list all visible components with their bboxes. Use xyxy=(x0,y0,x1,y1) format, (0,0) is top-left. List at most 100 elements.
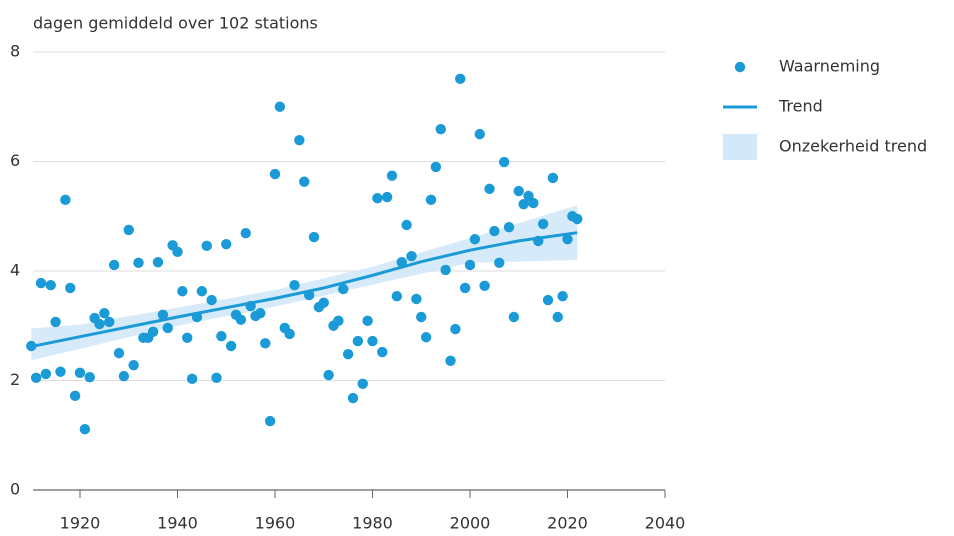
point xyxy=(196,286,208,297)
legend-label: Waarneming xyxy=(779,57,880,76)
x-tick-label: 1980 xyxy=(352,514,393,533)
point xyxy=(547,172,559,184)
point xyxy=(172,246,183,258)
point xyxy=(118,370,130,382)
point xyxy=(445,355,456,366)
point xyxy=(108,259,120,271)
point xyxy=(113,347,125,359)
point xyxy=(303,289,315,301)
y-tick-label: 6 xyxy=(10,151,20,170)
point xyxy=(489,225,500,237)
point xyxy=(221,238,232,250)
point xyxy=(386,170,398,181)
point xyxy=(245,300,256,312)
point xyxy=(162,322,173,334)
point xyxy=(225,340,237,352)
trend-line xyxy=(30,231,578,349)
point xyxy=(123,224,134,236)
point xyxy=(391,290,403,302)
uncertainty-band xyxy=(31,205,578,361)
point xyxy=(372,192,383,204)
y-tick-label: 0 xyxy=(10,480,20,499)
point xyxy=(177,286,188,297)
point xyxy=(274,101,286,112)
point xyxy=(26,340,37,352)
point xyxy=(74,367,86,379)
point xyxy=(294,134,305,146)
point xyxy=(342,349,354,360)
point xyxy=(284,328,295,340)
x-tick-label: 2040 xyxy=(645,514,686,533)
point xyxy=(50,316,61,328)
point xyxy=(128,359,139,371)
point xyxy=(508,311,520,323)
point xyxy=(572,213,583,225)
point xyxy=(347,392,359,404)
point xyxy=(518,199,529,210)
point xyxy=(157,309,169,320)
point xyxy=(65,282,76,294)
point xyxy=(60,194,71,206)
point xyxy=(55,366,66,377)
x-tick-label: 2020 xyxy=(547,514,588,533)
x-tick-label: 2000 xyxy=(450,514,491,533)
legend-label: Trend xyxy=(778,97,823,116)
y-tick-label: 4 xyxy=(10,261,20,280)
point xyxy=(182,332,193,343)
point xyxy=(352,335,364,347)
point xyxy=(469,234,481,245)
point xyxy=(206,294,217,306)
point xyxy=(401,219,412,231)
point xyxy=(240,228,251,239)
point xyxy=(494,257,505,268)
x-tick-label: 1940 xyxy=(157,514,198,533)
point xyxy=(357,378,368,389)
point xyxy=(104,316,115,328)
point xyxy=(557,290,568,302)
point xyxy=(479,280,490,291)
point xyxy=(152,257,164,268)
point xyxy=(440,264,451,276)
point xyxy=(533,235,544,247)
point xyxy=(69,390,81,402)
legend-marker xyxy=(734,61,746,73)
point xyxy=(333,315,344,327)
point xyxy=(255,307,266,319)
point xyxy=(406,251,417,262)
y-tick-label: 8 xyxy=(10,42,20,61)
x-tick-label: 1960 xyxy=(255,514,296,533)
point xyxy=(299,176,310,187)
point xyxy=(562,234,573,245)
point xyxy=(45,280,56,291)
point xyxy=(264,415,276,427)
point xyxy=(503,222,515,233)
point xyxy=(450,323,461,335)
point xyxy=(79,424,91,435)
point xyxy=(381,191,393,203)
point xyxy=(289,280,300,291)
x-tick-label: 1920 xyxy=(60,514,101,533)
point xyxy=(416,311,427,323)
legend-label: Onzekerheid trend xyxy=(779,137,927,156)
y-axis-label: dagen gemiddeld over 102 stations xyxy=(33,14,318,33)
point xyxy=(40,368,52,380)
point xyxy=(35,277,47,289)
point xyxy=(191,311,203,323)
point xyxy=(147,326,159,337)
point xyxy=(542,294,554,306)
point xyxy=(318,297,329,308)
point xyxy=(323,369,334,381)
point xyxy=(528,197,539,209)
point xyxy=(459,282,471,294)
point xyxy=(99,307,110,319)
point xyxy=(362,315,373,327)
point xyxy=(211,372,222,383)
legend-marker xyxy=(723,134,757,160)
point xyxy=(396,257,407,268)
point xyxy=(94,318,105,330)
point xyxy=(498,156,510,168)
point xyxy=(455,73,466,85)
point xyxy=(377,346,388,358)
